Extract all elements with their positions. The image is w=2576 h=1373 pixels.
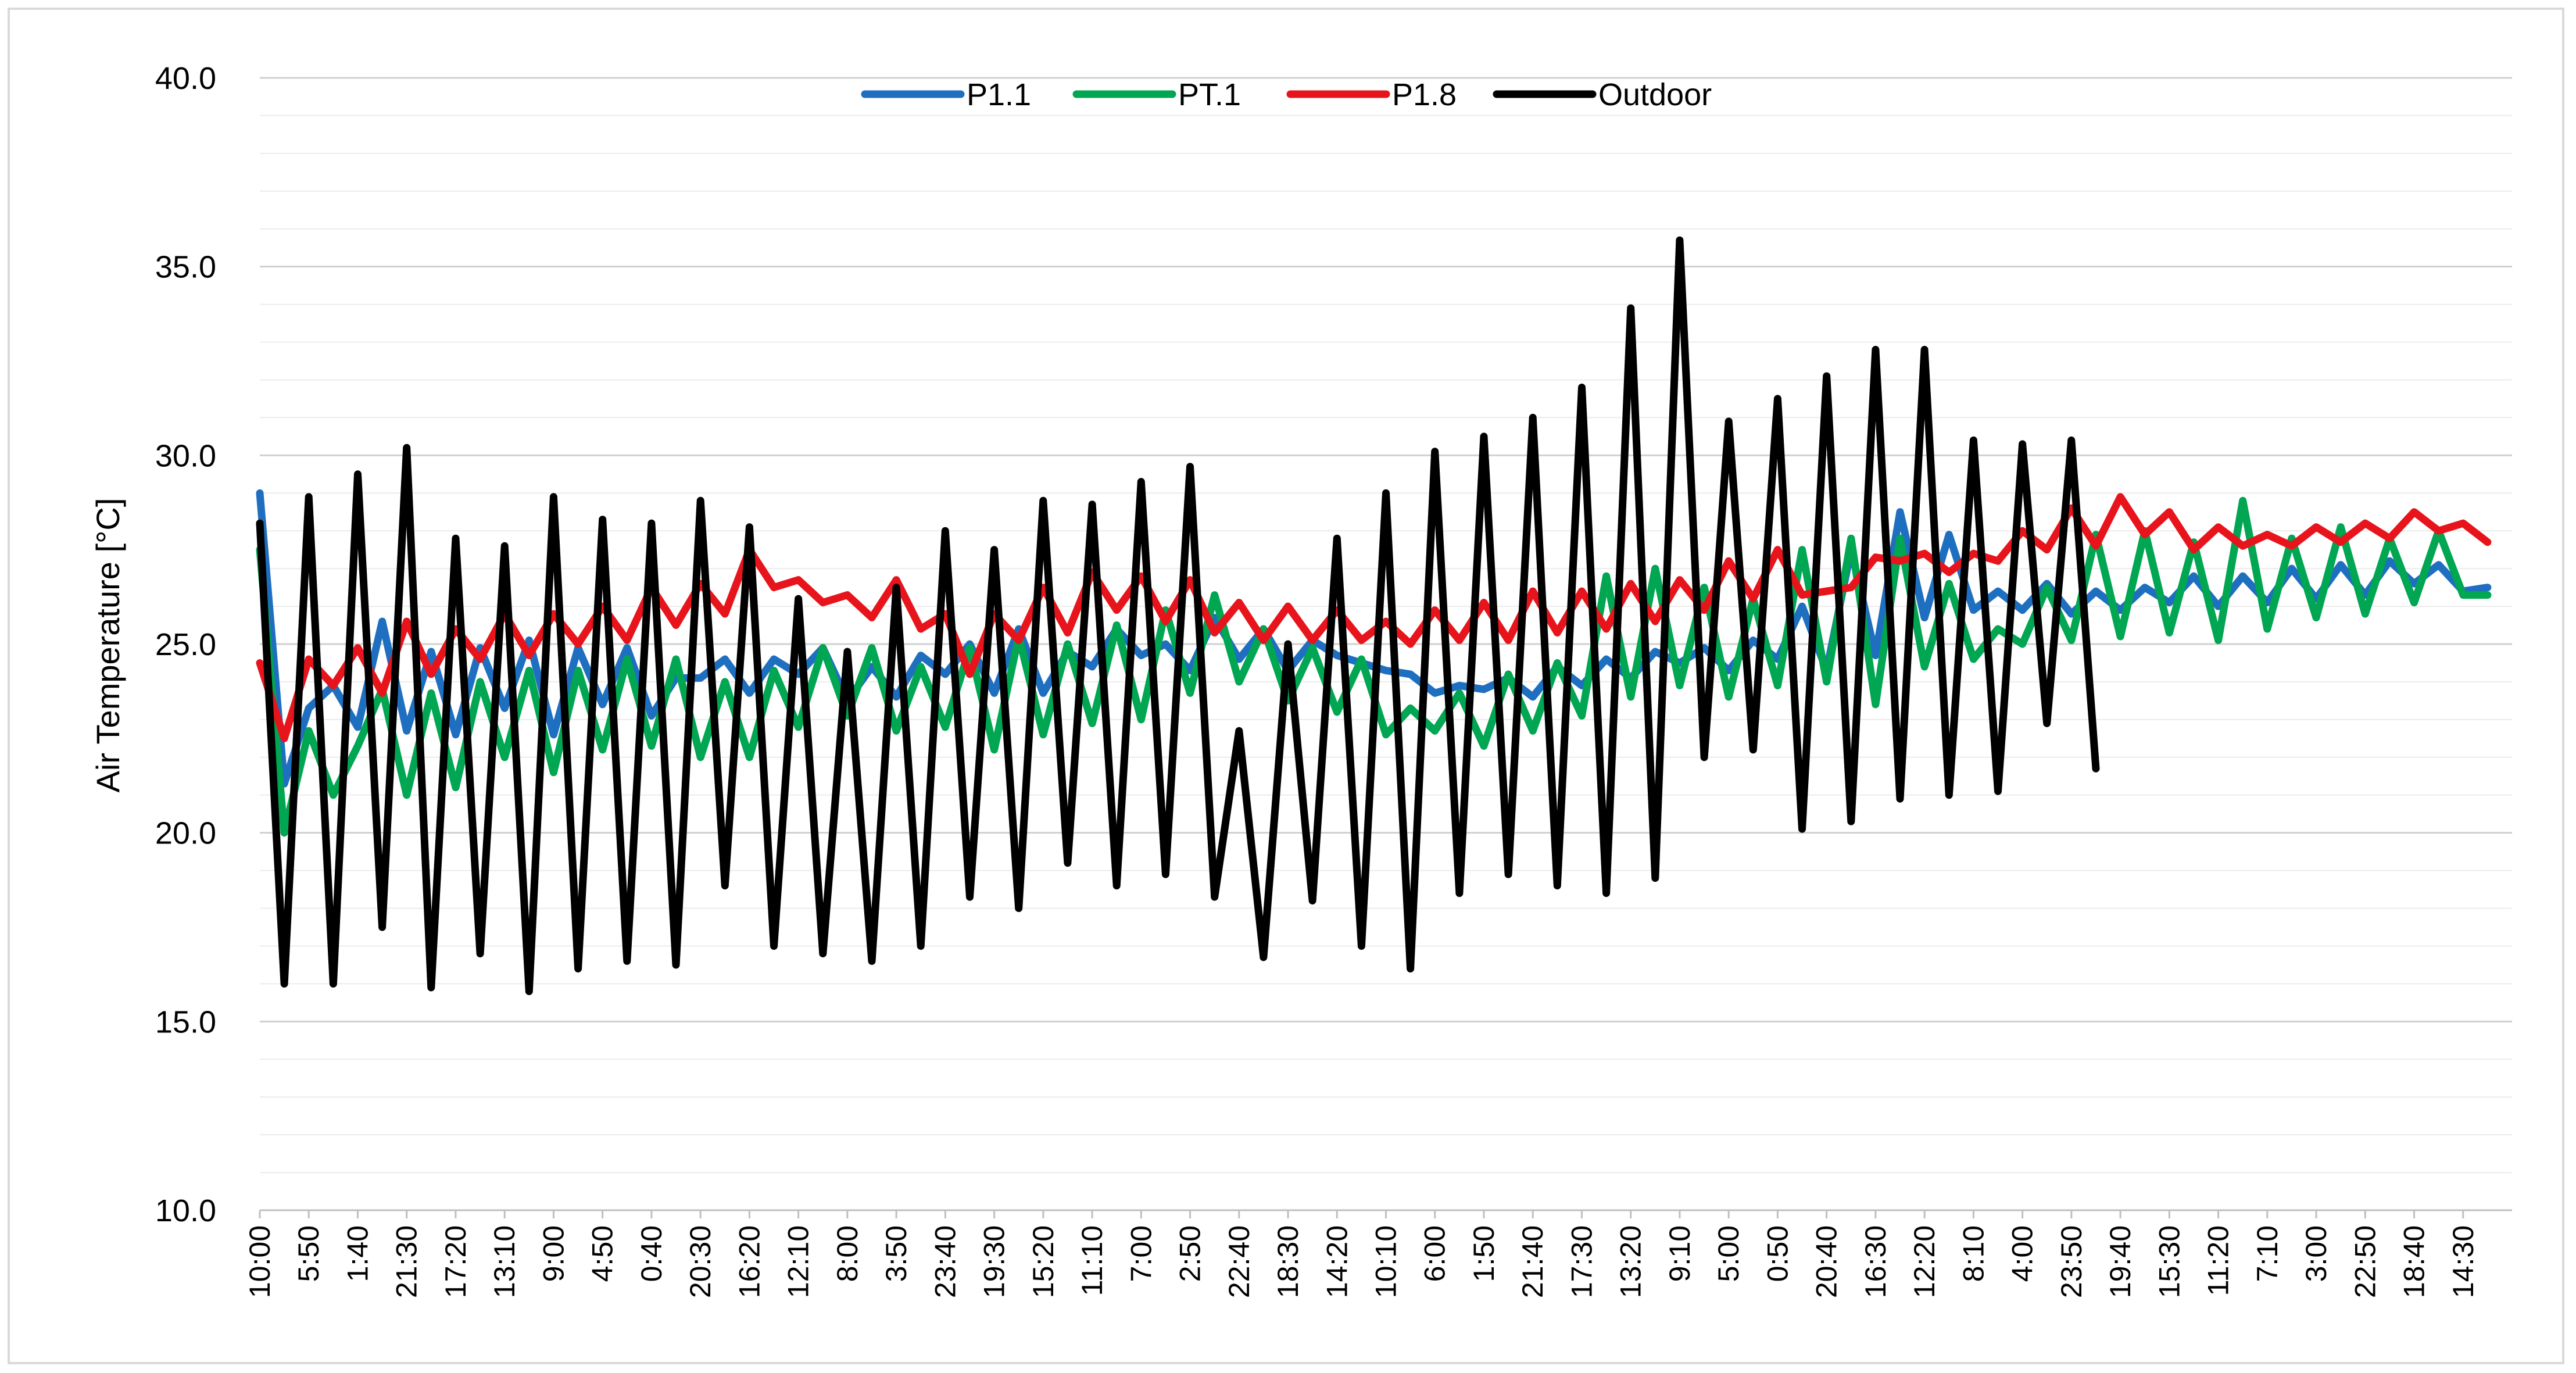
x-tick-label: 15:30 (2153, 1225, 2185, 1298)
legend-label-pt-1: PT.1 (1178, 77, 1241, 112)
x-tick-label: 1:50 (1468, 1225, 1500, 1282)
x-tick-label: 14:30 (2447, 1225, 2480, 1298)
x-tick-label: 22:50 (2349, 1225, 2381, 1298)
y-tick-label: 20.0 (155, 816, 216, 851)
x-tick-label: 20:40 (1811, 1225, 1843, 1298)
y-tick-label: 35.0 (155, 250, 216, 285)
x-tick-label: 6:00 (1419, 1225, 1451, 1282)
x-tick-label: 16:20 (733, 1225, 765, 1298)
x-tick-label: 7:10 (2251, 1225, 2284, 1282)
x-tick-label: 4:00 (2006, 1225, 2039, 1282)
legend-label-outdoor: Outdoor (1598, 77, 1712, 112)
y-tick-label: 25.0 (155, 627, 216, 662)
x-tick-label: 17:30 (1565, 1225, 1598, 1298)
x-tick-label: 12:20 (1908, 1225, 1941, 1298)
y-axis-label: Air Temperature [°C] (90, 498, 126, 793)
x-tick-label: 22:40 (1223, 1225, 1255, 1298)
x-tick-label: 16:30 (1859, 1225, 1892, 1298)
x-tick-label: 4:50 (586, 1225, 619, 1282)
series-line-outdoor (256, 236, 2100, 995)
x-tick-label: 21:40 (1516, 1225, 1549, 1298)
data-series (256, 236, 2492, 995)
x-tick-label: 18:40 (2398, 1225, 2431, 1298)
y-tick-label: 40.0 (155, 61, 216, 96)
x-tick-label: 5:50 (292, 1225, 325, 1282)
x-tick-label: 2:50 (1174, 1225, 1207, 1282)
x-tick-label: 8:00 (831, 1225, 864, 1282)
legend: P1.1 PT.1 P1.8 Outdoor (861, 77, 1712, 112)
y-axis-ticks: 40.0 35.0 30.0 25.0 20.0 15.0 10.0 (155, 61, 216, 1228)
x-tick-label: 9:10 (1663, 1225, 1696, 1282)
x-tick-label: 19:30 (978, 1225, 1011, 1298)
x-tick-label: 11:10 (1076, 1225, 1108, 1296)
x-tick-label: 5:00 (1712, 1225, 1745, 1282)
x-tick-label: 7:00 (1125, 1225, 1157, 1282)
x-tick-label: 10:00 (244, 1225, 276, 1298)
legend-label-p1-8: P1.8 (1392, 77, 1457, 112)
x-tick-label: 12:10 (782, 1225, 815, 1298)
x-tick-label: 15:20 (1027, 1225, 1060, 1298)
x-tick-label: 19:40 (2104, 1225, 2137, 1298)
x-tick-label: 13:20 (1615, 1225, 1647, 1298)
x-axis-ticks: 10:00 5:50 1:40 21:30 17:20 13:10 9:00 4:50 0:40… (244, 1210, 2480, 1298)
x-tick-label: 14:20 (1321, 1225, 1353, 1298)
x-tick-label: 23:40 (929, 1225, 961, 1298)
x-tick-label: 18:30 (1272, 1225, 1304, 1298)
y-tick-label: 10.0 (155, 1193, 216, 1228)
x-tick-label: 10:10 (1370, 1225, 1403, 1298)
x-tick-label: 3:00 (2300, 1225, 2332, 1282)
x-tick-label: 11:20 (2202, 1225, 2235, 1296)
x-tick-label: 0:50 (1761, 1225, 1794, 1282)
x-tick-label: 3:50 (880, 1225, 913, 1282)
x-tick-label: 9:00 (537, 1225, 570, 1282)
x-tick-label: 0:40 (635, 1225, 668, 1282)
y-tick-label: 30.0 (155, 438, 216, 473)
series-line-p1-8 (256, 493, 2492, 742)
x-tick-label: 23:50 (2055, 1225, 2088, 1298)
x-tick-label: 21:30 (391, 1225, 423, 1298)
x-tick-label: 20:30 (684, 1225, 717, 1298)
x-tick-label: 17:20 (439, 1225, 472, 1298)
y-tick-label: 15.0 (155, 1004, 216, 1039)
x-tick-label: 13:10 (488, 1225, 521, 1298)
x-tick-label: 1:40 (341, 1225, 374, 1282)
x-tick-label: 8:10 (1957, 1225, 1990, 1282)
legend-label-p1-1: P1.1 (967, 77, 1031, 112)
